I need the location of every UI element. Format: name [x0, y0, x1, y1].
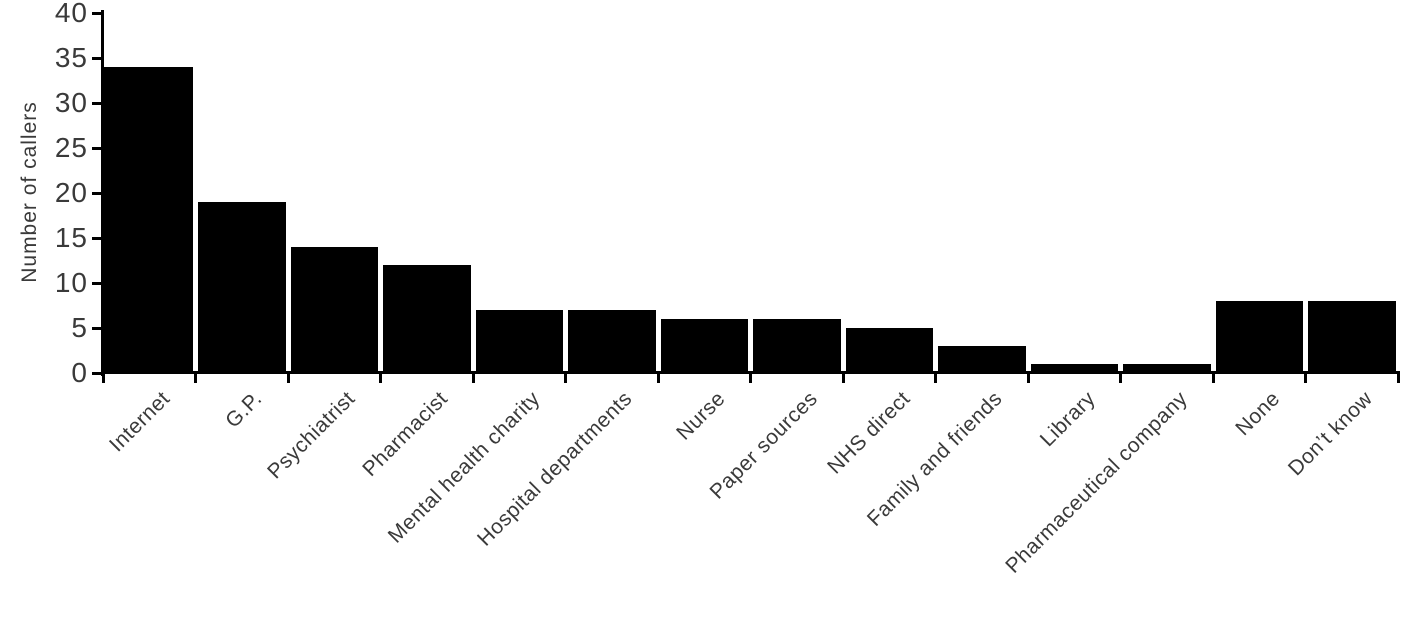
x-category-label: Mental health charity — [383, 387, 545, 548]
bar — [1308, 301, 1396, 373]
x-axis-tick — [379, 374, 382, 383]
bar — [938, 346, 1026, 373]
y-axis-tick — [92, 191, 103, 195]
bar — [475, 310, 563, 373]
x-category-label: Don’t know — [1283, 387, 1378, 481]
y-tick-label: 35 — [54, 42, 88, 73]
bar — [198, 202, 286, 373]
y-axis-tick — [92, 236, 103, 240]
y-tick-label: 30 — [54, 87, 88, 118]
x-axis-tick — [564, 374, 567, 383]
bar — [753, 319, 841, 373]
x-category-label: Psychiatrist — [263, 387, 360, 484]
y-axis-tick — [92, 326, 103, 330]
y-axis-tick — [92, 281, 103, 285]
x-axis-tick — [749, 374, 752, 383]
x-category-label: NHS direct — [822, 387, 915, 479]
y-tick-label: 10 — [54, 267, 88, 298]
y-axis-tick — [92, 146, 103, 150]
x-axis-tick — [1396, 374, 1400, 383]
x-axis-tick — [194, 374, 197, 383]
x-category-label: Hospital departments — [473, 387, 638, 551]
y-tick-label: 0 — [71, 357, 88, 388]
x-axis-tick — [1119, 374, 1122, 383]
x-category-label: Library — [1035, 387, 1100, 452]
x-axis-tick — [101, 374, 105, 383]
bar — [290, 247, 378, 373]
bar — [568, 310, 656, 373]
bar — [1215, 301, 1303, 373]
y-tick-label: 40 — [54, 0, 88, 28]
x-category-label: G.P. — [221, 387, 268, 433]
bar — [104, 67, 193, 373]
bar — [1123, 364, 1211, 373]
y-tick-label: 15 — [54, 222, 88, 253]
x-category-label: Internet — [105, 387, 175, 457]
bar — [845, 328, 933, 373]
x-category-label: None — [1231, 387, 1285, 441]
x-axis-tick — [1026, 374, 1030, 383]
x-category-label: Pharmaceutical company — [1001, 387, 1193, 578]
x-axis-line — [101, 371, 1400, 374]
y-axis-tick — [92, 11, 103, 15]
y-tick-label: 5 — [71, 312, 88, 343]
x-axis-tick — [1304, 374, 1307, 383]
y-axis-tick — [92, 101, 103, 105]
y-tick-label: 20 — [54, 177, 88, 208]
y-axis-tick — [92, 371, 103, 375]
x-axis-tick — [286, 374, 290, 383]
x-axis-tick — [1211, 374, 1215, 383]
y-tick-label: 25 — [54, 132, 88, 163]
x-category-label: Pharmacist — [357, 387, 453, 482]
bar — [1030, 364, 1118, 373]
x-category-label: Nurse — [671, 387, 730, 445]
x-axis-tick — [934, 374, 937, 383]
bar — [383, 265, 471, 373]
x-axis-tick — [471, 374, 475, 383]
x-axis-tick — [841, 374, 845, 383]
y-axis-tick — [92, 56, 103, 60]
x-axis-tick — [656, 374, 660, 383]
bar — [660, 319, 748, 373]
